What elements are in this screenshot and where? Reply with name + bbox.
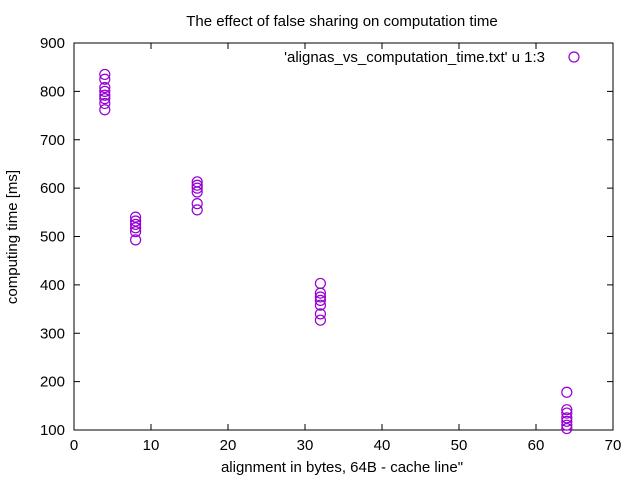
data-point	[314, 294, 326, 306]
data-point	[561, 404, 573, 416]
x-axis-ticks: 0 10 20 30 40 50 60 70	[70, 43, 622, 454]
data-point	[99, 97, 111, 110]
data-point	[314, 314, 326, 326]
data-point	[99, 89, 111, 101]
chart-title: The effect of false sharing on computati…	[186, 13, 498, 30]
x-axis-label: alignment in bytes, 64B - cache line"	[221, 459, 463, 476]
data-point	[191, 182, 203, 194]
data-point	[130, 215, 142, 227]
y-tick-label: 100	[40, 422, 65, 439]
data-point	[191, 204, 203, 216]
data-point	[99, 85, 111, 97]
x-tick-label: 50	[451, 437, 468, 454]
x-tick-label: 20	[220, 437, 237, 454]
data-point	[561, 412, 573, 424]
data-point	[99, 81, 111, 94]
y-tick-label: 500	[40, 229, 65, 246]
data-point	[99, 93, 111, 105]
data-point	[191, 198, 203, 210]
y-axis-label: computing time [ms]	[4, 170, 21, 304]
y-tick-label: 700	[40, 132, 65, 149]
data-point	[561, 386, 573, 398]
x-tick-label: 0	[70, 437, 78, 454]
data-point	[561, 415, 573, 427]
y-tick-label: 800	[40, 83, 65, 100]
y-tick-label: 900	[40, 35, 65, 52]
data-point	[314, 291, 326, 303]
data-points	[99, 68, 573, 435]
data-point	[191, 176, 203, 188]
data-point	[130, 222, 142, 234]
data-point	[130, 234, 142, 246]
data-point	[561, 422, 573, 435]
legend-label: 'alignas_vs_computation_time.txt' u 1:3	[284, 49, 545, 66]
data-point	[130, 218, 142, 231]
y-tick-label: 600	[40, 180, 65, 197]
data-point	[99, 73, 111, 85]
data-point	[314, 277, 326, 290]
legend: 'alignas_vs_computation_time.txt' u 1:3	[284, 49, 580, 66]
x-tick-label: 10	[143, 437, 160, 454]
data-point	[314, 299, 326, 311]
data-point	[99, 68, 111, 81]
x-tick-label: 40	[374, 437, 391, 454]
x-tick-label: 30	[297, 437, 314, 454]
data-point	[561, 419, 573, 431]
data-point	[314, 308, 326, 320]
y-tick-label: 200	[40, 374, 65, 391]
x-tick-label: 60	[528, 437, 545, 454]
data-point	[191, 179, 203, 191]
data-point	[99, 104, 111, 116]
y-axis-ticks: 100 200 300 400 500 600 700 800 900	[40, 35, 613, 439]
x-tick-label: 70	[605, 437, 622, 454]
y-tick-label: 400	[40, 277, 65, 294]
data-point	[561, 407, 573, 419]
data-point	[130, 226, 142, 238]
legend-marker	[568, 51, 580, 63]
data-point	[130, 211, 142, 223]
y-tick-label: 300	[40, 325, 65, 342]
